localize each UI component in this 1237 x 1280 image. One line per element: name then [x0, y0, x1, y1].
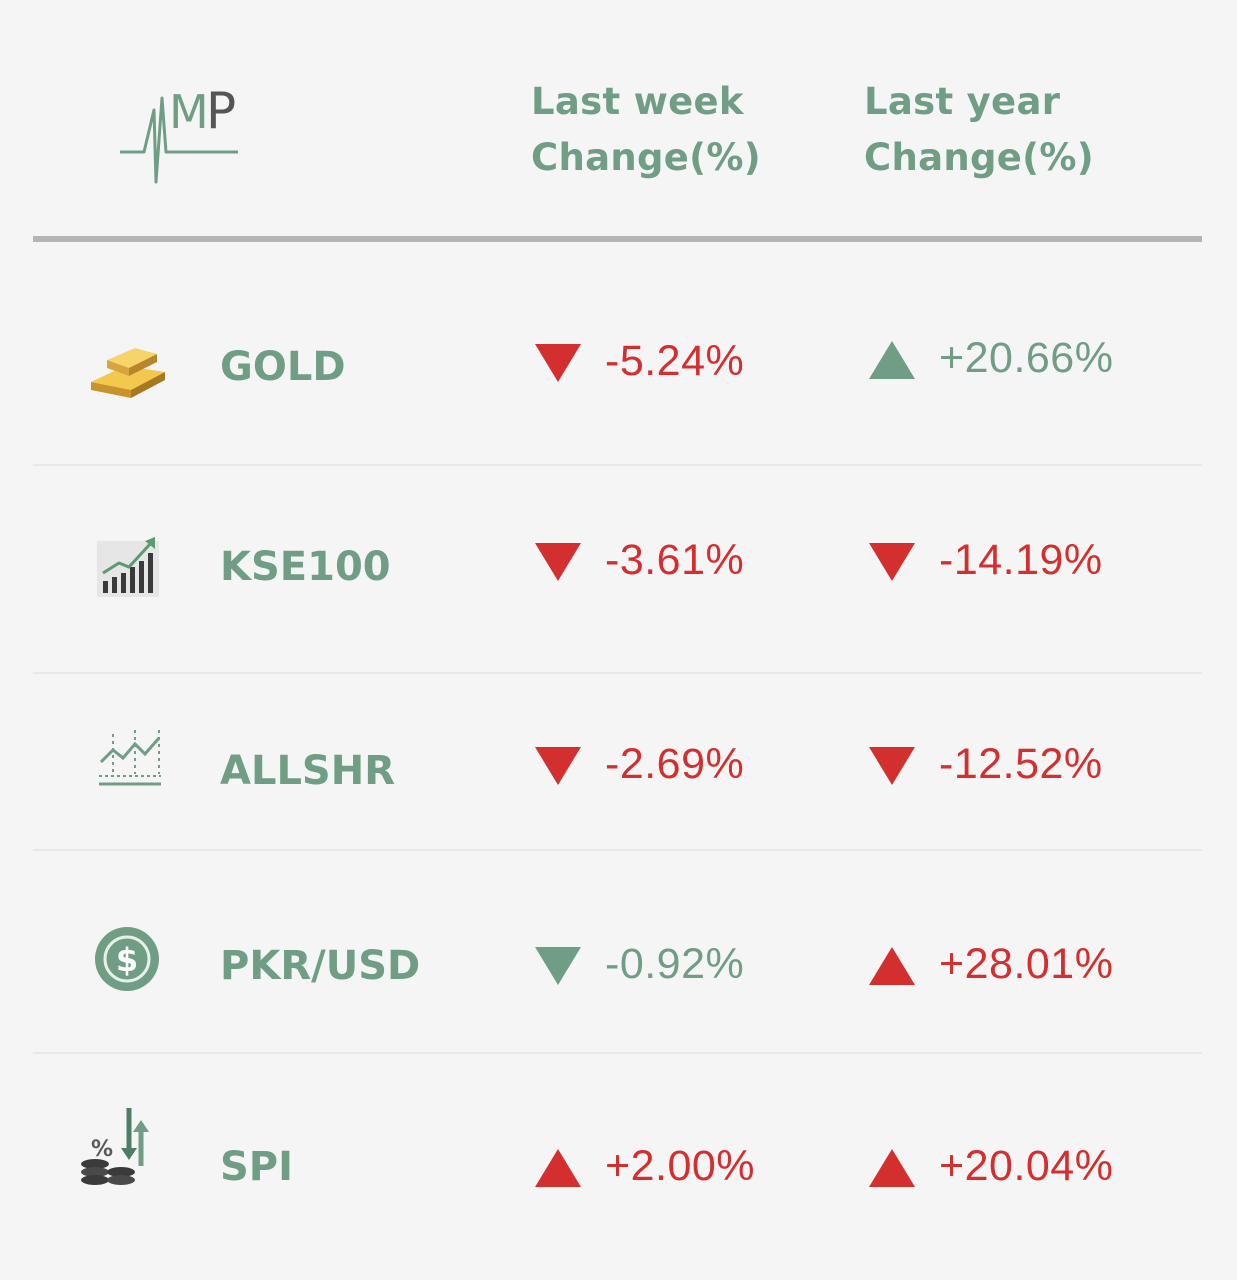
- inflation-coins-icon: %: [81, 1108, 149, 1185]
- week-change-value: -5.24%: [605, 337, 745, 385]
- amp-logo: M P: [120, 82, 238, 184]
- up-arrow-icon: [535, 1149, 581, 1187]
- up-arrow-icon: [869, 947, 915, 985]
- year-change-value: +20.66%: [939, 334, 1114, 382]
- rising-bar-chart-icon: [97, 537, 159, 597]
- year-change-value: -14.19%: [939, 536, 1103, 584]
- week-change-value: +2.00%: [605, 1142, 756, 1190]
- svg-text:M: M: [169, 85, 209, 139]
- last-year-header-line1: Last year: [864, 80, 1061, 123]
- row-divider: [33, 464, 1202, 466]
- last-week-header-line2: Change(%): [531, 136, 761, 179]
- line-chart-icon: [99, 730, 161, 786]
- down-arrow-icon: [535, 344, 581, 382]
- asset-name: GOLD: [220, 344, 346, 390]
- last-week-header-line1: Last week: [531, 80, 744, 123]
- down-arrow-icon: [869, 543, 915, 581]
- year-change-value: +20.04%: [939, 1142, 1114, 1190]
- header-divider: [33, 236, 1202, 242]
- up-arrow-icon: [869, 1149, 915, 1187]
- year-change-value: +28.01%: [939, 940, 1114, 988]
- asset-name: SPI: [220, 1144, 294, 1190]
- year-change-value: -12.52%: [939, 740, 1103, 788]
- down-arrow-icon: [535, 947, 581, 985]
- asset-name: ALLSHR: [220, 748, 396, 794]
- down-arrow-icon: [869, 747, 915, 785]
- down-arrow-icon: [535, 747, 581, 785]
- asset-name: PKR/USD: [220, 943, 421, 989]
- asset-name: KSE100: [220, 544, 391, 590]
- svg-text:$: $: [116, 941, 138, 979]
- week-change-value: -3.61%: [605, 536, 745, 584]
- svg-text:%: %: [91, 1137, 113, 1162]
- week-change-value: -2.69%: [605, 740, 745, 788]
- table-row-gold: GOLD -5.24% +20.66%: [33, 242, 1202, 466]
- row-divider: [33, 1052, 1202, 1054]
- last-year-header: Last year Change(%): [864, 74, 1164, 186]
- table-row-pkr-usd: $ PKR/USD -0.92% +28.01%: [33, 851, 1202, 1054]
- table-row-kse100: KSE100 -3.61% -14.19%: [33, 466, 1202, 674]
- last-year-header-line2: Change(%): [864, 136, 1094, 179]
- week-change-value: -0.92%: [605, 940, 745, 988]
- dollar-coin-icon: $: [95, 927, 159, 991]
- table-row-spi: % SPI +2.00% +20.04%: [33, 1054, 1202, 1254]
- last-week-header: Last week Change(%): [531, 74, 831, 186]
- table-row-allshr: ALLSHR -2.69% -12.52%: [33, 674, 1202, 851]
- row-divider: [33, 672, 1202, 674]
- up-arrow-icon: [869, 341, 915, 379]
- gold-bar-icon: [91, 348, 165, 398]
- down-arrow-icon: [535, 543, 581, 581]
- row-divider: [33, 849, 1202, 851]
- svg-text:P: P: [206, 82, 236, 140]
